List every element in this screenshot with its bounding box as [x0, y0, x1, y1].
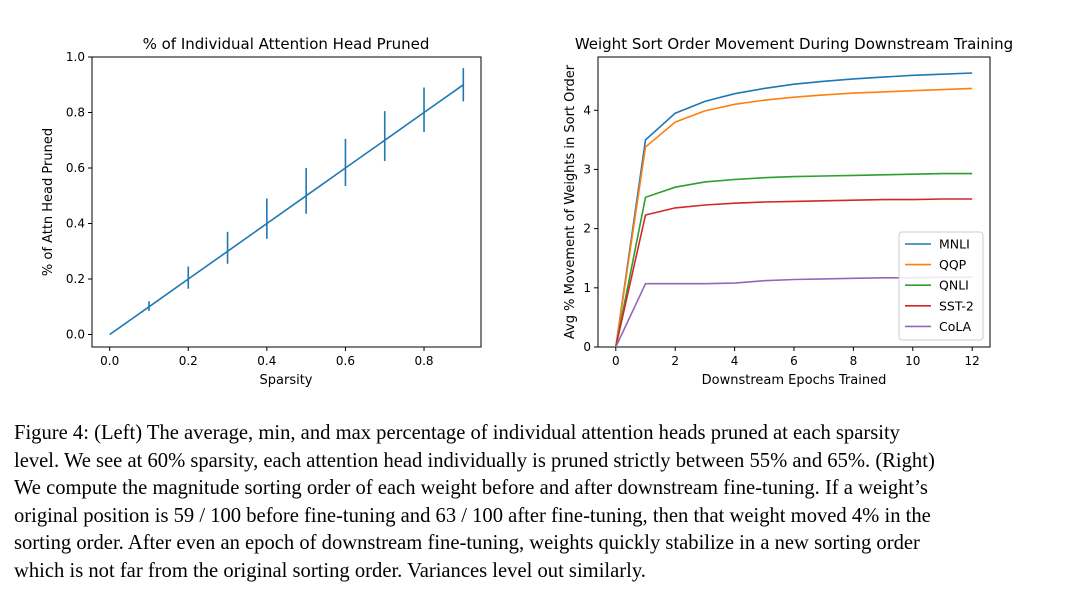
legend-box — [898, 231, 984, 341]
x-tick-label: 2 — [671, 354, 679, 368]
x-tick-label: 6 — [790, 354, 798, 368]
figure-caption: Figure 4: (Left) The average, min, and m… — [14, 420, 1054, 585]
y-tick-label: 0.8 — [66, 106, 85, 120]
legend-label: QQP — [939, 257, 967, 272]
y-tick-label: 0.4 — [66, 217, 85, 231]
legend-label: SST-2 — [939, 298, 974, 313]
legend-label: MNLI — [939, 237, 970, 252]
right-x-ticks: 0 2 4 6 8 10 12 — [612, 347, 980, 368]
left-x-ticks: 0.0 0.2 0.4 0.6 0.8 — [100, 347, 434, 368]
caption-line: Figure 4: (Left) The average, min, and m… — [14, 422, 900, 444]
x-tick-label: 0.2 — [179, 354, 198, 368]
caption-line: which is not far from the original sorti… — [14, 559, 646, 582]
left-y-ticks: 0.0 0.2 0.4 0.6 0.8 1.0 — [66, 50, 92, 342]
right-x-axis-label: Downstream Epochs Trained — [702, 373, 887, 388]
right-chart-title: Weight Sort Order Movement During Downst… — [575, 35, 1013, 53]
left-plot-frame — [91, 56, 482, 348]
figure: % of Individual Attention Head Pruned 0.… — [41, 35, 1013, 388]
right-chart: Weight Sort Order Movement During Downst… — [563, 35, 1013, 388]
caption-line: original position is 59 / 100 before fin… — [14, 504, 931, 527]
caption-line: sorting order. After even an epoch of do… — [14, 532, 920, 554]
left-chart-title: % of Individual Attention Head Pruned — [143, 35, 430, 53]
y-tick-label: 0.0 — [66, 328, 85, 342]
x-tick-label: 0.0 — [100, 354, 119, 368]
y-tick-label: 0.2 — [66, 272, 85, 286]
legend-label: CoLA — [939, 319, 972, 334]
right-y-axis-label: Avg % Movement of Weights in Sort Order — [563, 64, 578, 339]
y-tick-label: 3 — [583, 162, 591, 176]
series-line-mnli — [615, 72, 973, 348]
left-chart-marks — [109, 68, 465, 336]
series-line-sst-2 — [615, 198, 973, 348]
x-tick-label: 0.6 — [336, 354, 355, 368]
x-tick-label: 0.8 — [414, 354, 433, 368]
x-tick-label: 10 — [905, 354, 920, 368]
caption-line: We compute the magnitude sorting order o… — [14, 477, 928, 499]
legend-label: QNLI — [939, 278, 969, 293]
y-tick-label: 2 — [583, 222, 591, 236]
caption-line: level. We see at 60% sparsity, each atte… — [14, 449, 935, 472]
right-legend: MNLI QQP QNLI SST-2 CoLA — [898, 231, 984, 341]
series-line-qnli — [615, 172, 973, 348]
series-line-qqp — [615, 87, 973, 348]
left-x-axis-label: Sparsity — [260, 373, 313, 388]
figure-charts: % of Individual Attention Head Pruned 0.… — [41, 35, 1013, 388]
x-tick-label: 4 — [731, 354, 739, 368]
mean-pruned-line — [109, 84, 464, 336]
x-tick-label: 0 — [612, 354, 620, 368]
x-tick-label: 0.4 — [257, 354, 276, 368]
right-y-ticks: 0 1 2 3 4 — [583, 103, 598, 354]
y-tick-label: 0 — [583, 340, 591, 354]
left-chart: % of Individual Attention Head Pruned 0.… — [41, 35, 482, 388]
x-tick-label: 12 — [965, 354, 980, 368]
y-tick-label: 4 — [583, 103, 591, 117]
y-tick-label: 1.0 — [66, 50, 85, 64]
y-tick-label: 1 — [583, 281, 591, 295]
x-tick-label: 8 — [850, 354, 858, 368]
y-tick-label: 0.6 — [66, 161, 85, 175]
left-y-axis-label: % of Attn Head Pruned — [41, 128, 56, 276]
